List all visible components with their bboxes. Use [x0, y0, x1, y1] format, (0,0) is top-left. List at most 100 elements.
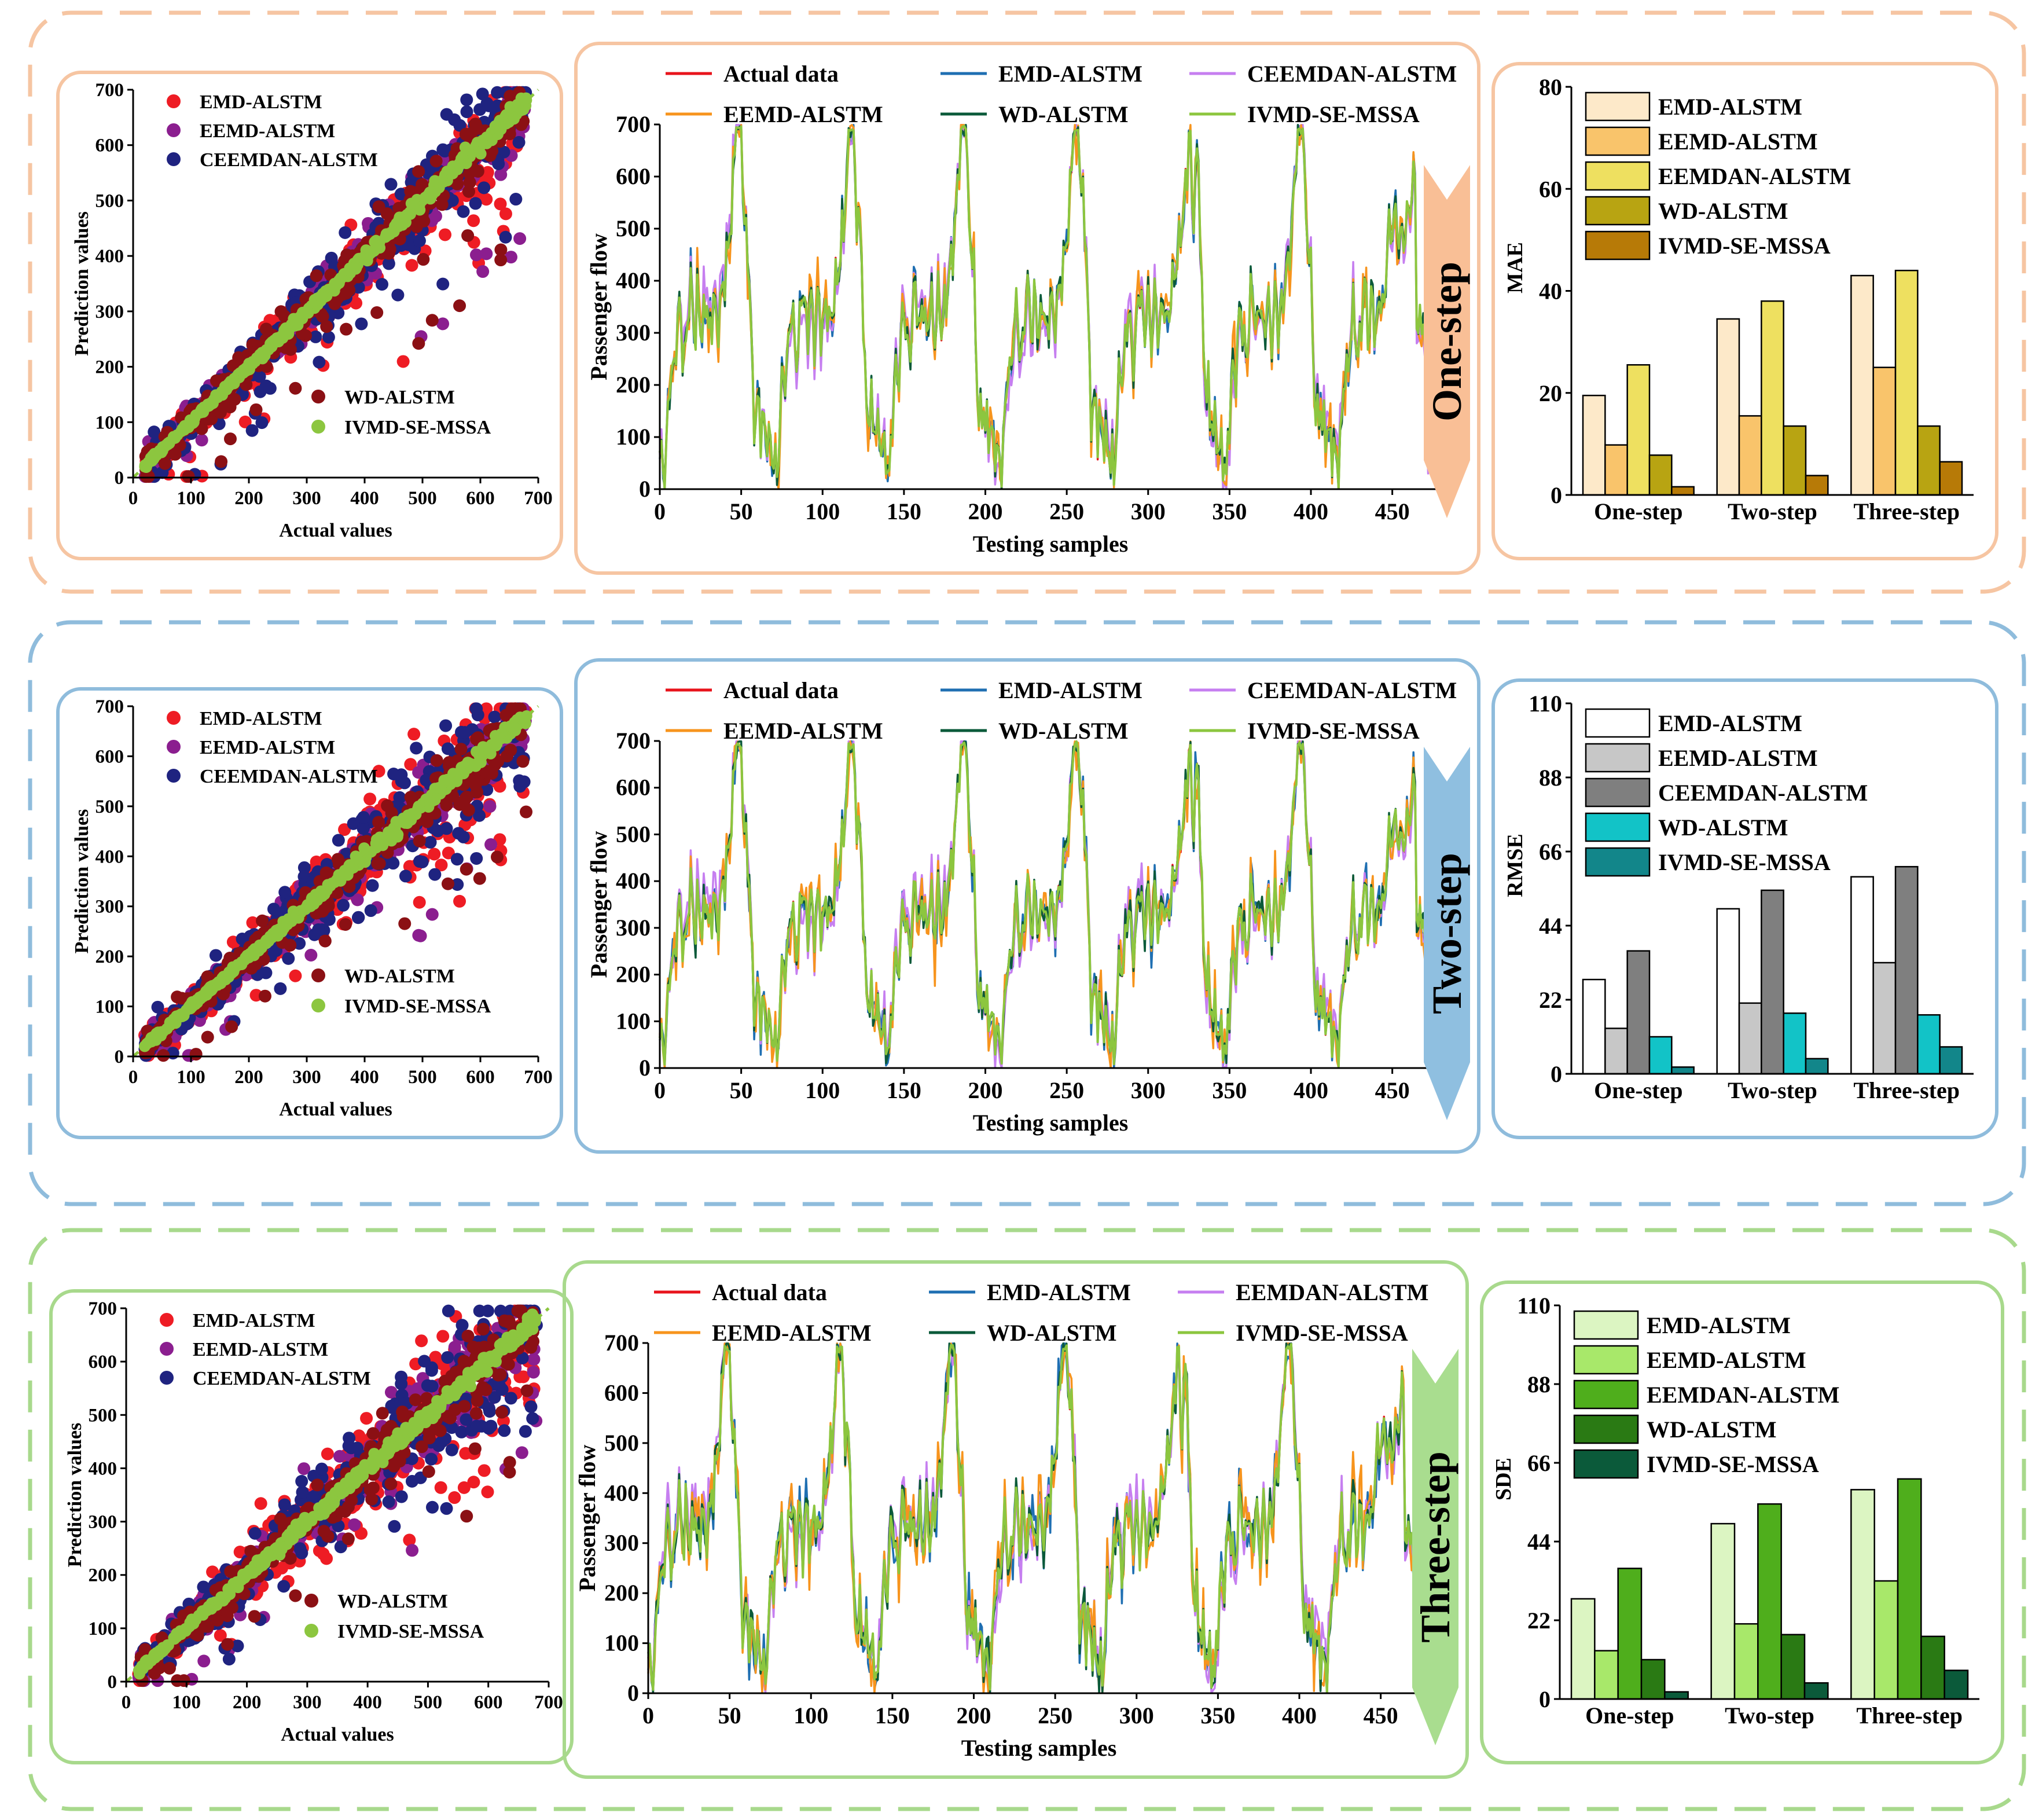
scatter-point-ceemdan-alstm	[440, 1502, 453, 1515]
scatter-point-eemd-alstm	[515, 1446, 528, 1459]
scatter-point-ceemdan-alstm	[339, 226, 352, 239]
scatter-point-wd-alstm	[223, 432, 237, 446]
scatter-point-ceemdan-alstm	[425, 1452, 438, 1466]
legend-label: IVMD-SE-MSSA	[1247, 718, 1420, 744]
scatter-point-wd-alstm	[339, 918, 352, 931]
legend-marker	[167, 123, 181, 137]
x-tick-label: 350	[1212, 498, 1247, 524]
scatter-point-ceemdan-alstm	[470, 852, 483, 865]
scatter-point-ceemdan-alstm	[482, 1422, 495, 1435]
y-tick-label: 500	[616, 821, 651, 847]
x-tick-label: 500	[408, 488, 437, 509]
scatter-point-ceemdan-alstm	[313, 355, 326, 369]
scatter-point-wd-alstm	[225, 1020, 238, 1033]
scatter-point-emd-alstm	[480, 193, 493, 206]
scatter-point-ceemdan-alstm	[509, 193, 523, 206]
scatter-point-wd-alstm	[461, 1329, 475, 1342]
legend-swatch	[1585, 743, 1651, 773]
legend-label: WD-ALSTM	[1658, 198, 1788, 224]
bar-eemd-alstm	[1872, 366, 1897, 496]
y-tick-label: 400	[95, 846, 124, 867]
legend-label: CEEMDAN-ALSTM	[1247, 677, 1457, 703]
scatter-point-wd-alstm	[520, 805, 533, 819]
bar-emd-alstm	[1716, 318, 1740, 496]
legend-swatch	[1585, 91, 1651, 122]
legend-label: WD-ALSTM	[998, 718, 1128, 744]
scatter-point-wd-alstm	[372, 816, 385, 829]
scatter-point-wd-alstm	[411, 215, 424, 229]
scatter-point-wd-alstm	[182, 470, 195, 483]
bar-wd-alstm	[1648, 454, 1673, 496]
y-tick-label: 100	[616, 1008, 651, 1034]
bar-eemd-alstm	[1872, 962, 1897, 1075]
bar-ivmd-se-mssa	[1671, 486, 1695, 496]
y-tick-label: 0	[1551, 482, 1562, 508]
x-tick-label: 300	[292, 1067, 321, 1088]
scatter-point-ceemdan-alstm	[491, 86, 504, 99]
step-arrow: One-step	[1424, 165, 1470, 518]
bar-wd-alstm	[1917, 1014, 1941, 1075]
scatter-point-ceemdan-alstm	[255, 416, 269, 430]
scatter-point-ceemdan-alstm	[351, 1441, 364, 1455]
legend-marker	[167, 740, 181, 754]
scatter-point-wd-alstm	[256, 914, 269, 927]
y-tick-label: 500	[95, 797, 124, 817]
scatter-point-ceemdan-alstm	[343, 1432, 356, 1445]
scatter-point-ceemdan-alstm	[312, 923, 325, 937]
scatter-chart: 0 100 200 300 400 500 600 700010020030040050060…	[71, 80, 553, 541]
scatter-point-ceemdan-alstm	[245, 424, 259, 437]
scatter-point-eemd-alstm	[480, 247, 493, 260]
bar-ceemdan-alstm	[1626, 950, 1651, 1075]
scatter-point-ceemdan-alstm	[418, 1355, 431, 1368]
y-tick-label: 0	[639, 1055, 651, 1081]
scatter-point-ceemdan-alstm	[498, 1424, 511, 1437]
scatter-point-ceemdan-alstm	[440, 108, 453, 121]
scatter-point-ceemdan-alstm	[278, 886, 292, 899]
scatter-point-wd-alstm	[398, 917, 412, 930]
bar-eemd-alstm	[1738, 1002, 1762, 1075]
legend-marker	[167, 94, 181, 108]
scatter-point-eemd-alstm	[527, 1353, 541, 1366]
scatter-point-wd-alstm	[248, 1610, 261, 1623]
y-tick-label: 60	[1539, 176, 1562, 202]
y-tick-label: 600	[616, 163, 651, 189]
scatter-point-wd-alstm	[215, 455, 228, 468]
scatter-point-emd-alstm	[481, 166, 494, 179]
legend-label: WD-ALSTM	[1658, 814, 1788, 841]
scatter-point-ceemdan-alstm	[309, 330, 322, 343]
scatter-point-emd-alstm	[320, 1552, 333, 1565]
legend-swatch	[1585, 230, 1651, 260]
scatter-point-eemd-alstm	[414, 929, 427, 942]
scatter-point-wd-alstm	[284, 938, 297, 952]
scatter-point-wd-alstm	[469, 118, 482, 131]
y-tick-label: 100	[95, 997, 124, 1018]
scatter-chart: 0 100 200 300 400 500 600 700010020030040050060…	[64, 1298, 563, 1745]
legend-swatch	[1585, 847, 1651, 877]
scatter-point-wd-alstm	[516, 755, 530, 768]
scatter-point-ceemdan-alstm	[148, 425, 161, 439]
legend-swatch	[1585, 196, 1651, 226]
bar-emd-alstm	[1582, 394, 1606, 496]
x-tick-label: 200	[968, 498, 1003, 524]
scatter-point-ceemdan-alstm	[296, 1485, 309, 1499]
scatter-point-wd-alstm	[249, 403, 263, 416]
legend-label: WD-ALSTM	[344, 966, 455, 987]
legend-label: IVMD-SE-MSSA	[1658, 849, 1831, 875]
step-arrow: Two-step	[1424, 747, 1470, 1120]
scatter-point-ceemdan-alstm	[248, 1527, 262, 1540]
scatter-point-emd-alstm	[499, 207, 512, 221]
y-tick-label: 500	[95, 190, 124, 211]
y-tick-label: 88	[1539, 765, 1562, 791]
x-tick-label: 250	[1049, 1077, 1084, 1103]
y-tick-label: 200	[95, 357, 124, 378]
scatter-point-ceemdan-alstm	[455, 1319, 469, 1332]
scatter-point-emd-alstm	[494, 197, 507, 211]
legend-label: Actual data	[723, 61, 839, 87]
scatter-point-eemd-alstm	[494, 168, 508, 181]
bar-chart: One-step Two-step Three-step022446688110RM…	[1503, 691, 1974, 1103]
row-three-step: 0 100 200 300 400 500 600 700010020030040050060…	[28, 1228, 2026, 1811]
x-tick-label: 200	[234, 1067, 263, 1088]
scatter-point-wd-alstm	[454, 743, 468, 756]
scatter-point-ceemdan-alstm	[277, 1580, 291, 1593]
bar-eemd-alstm	[1604, 444, 1628, 496]
